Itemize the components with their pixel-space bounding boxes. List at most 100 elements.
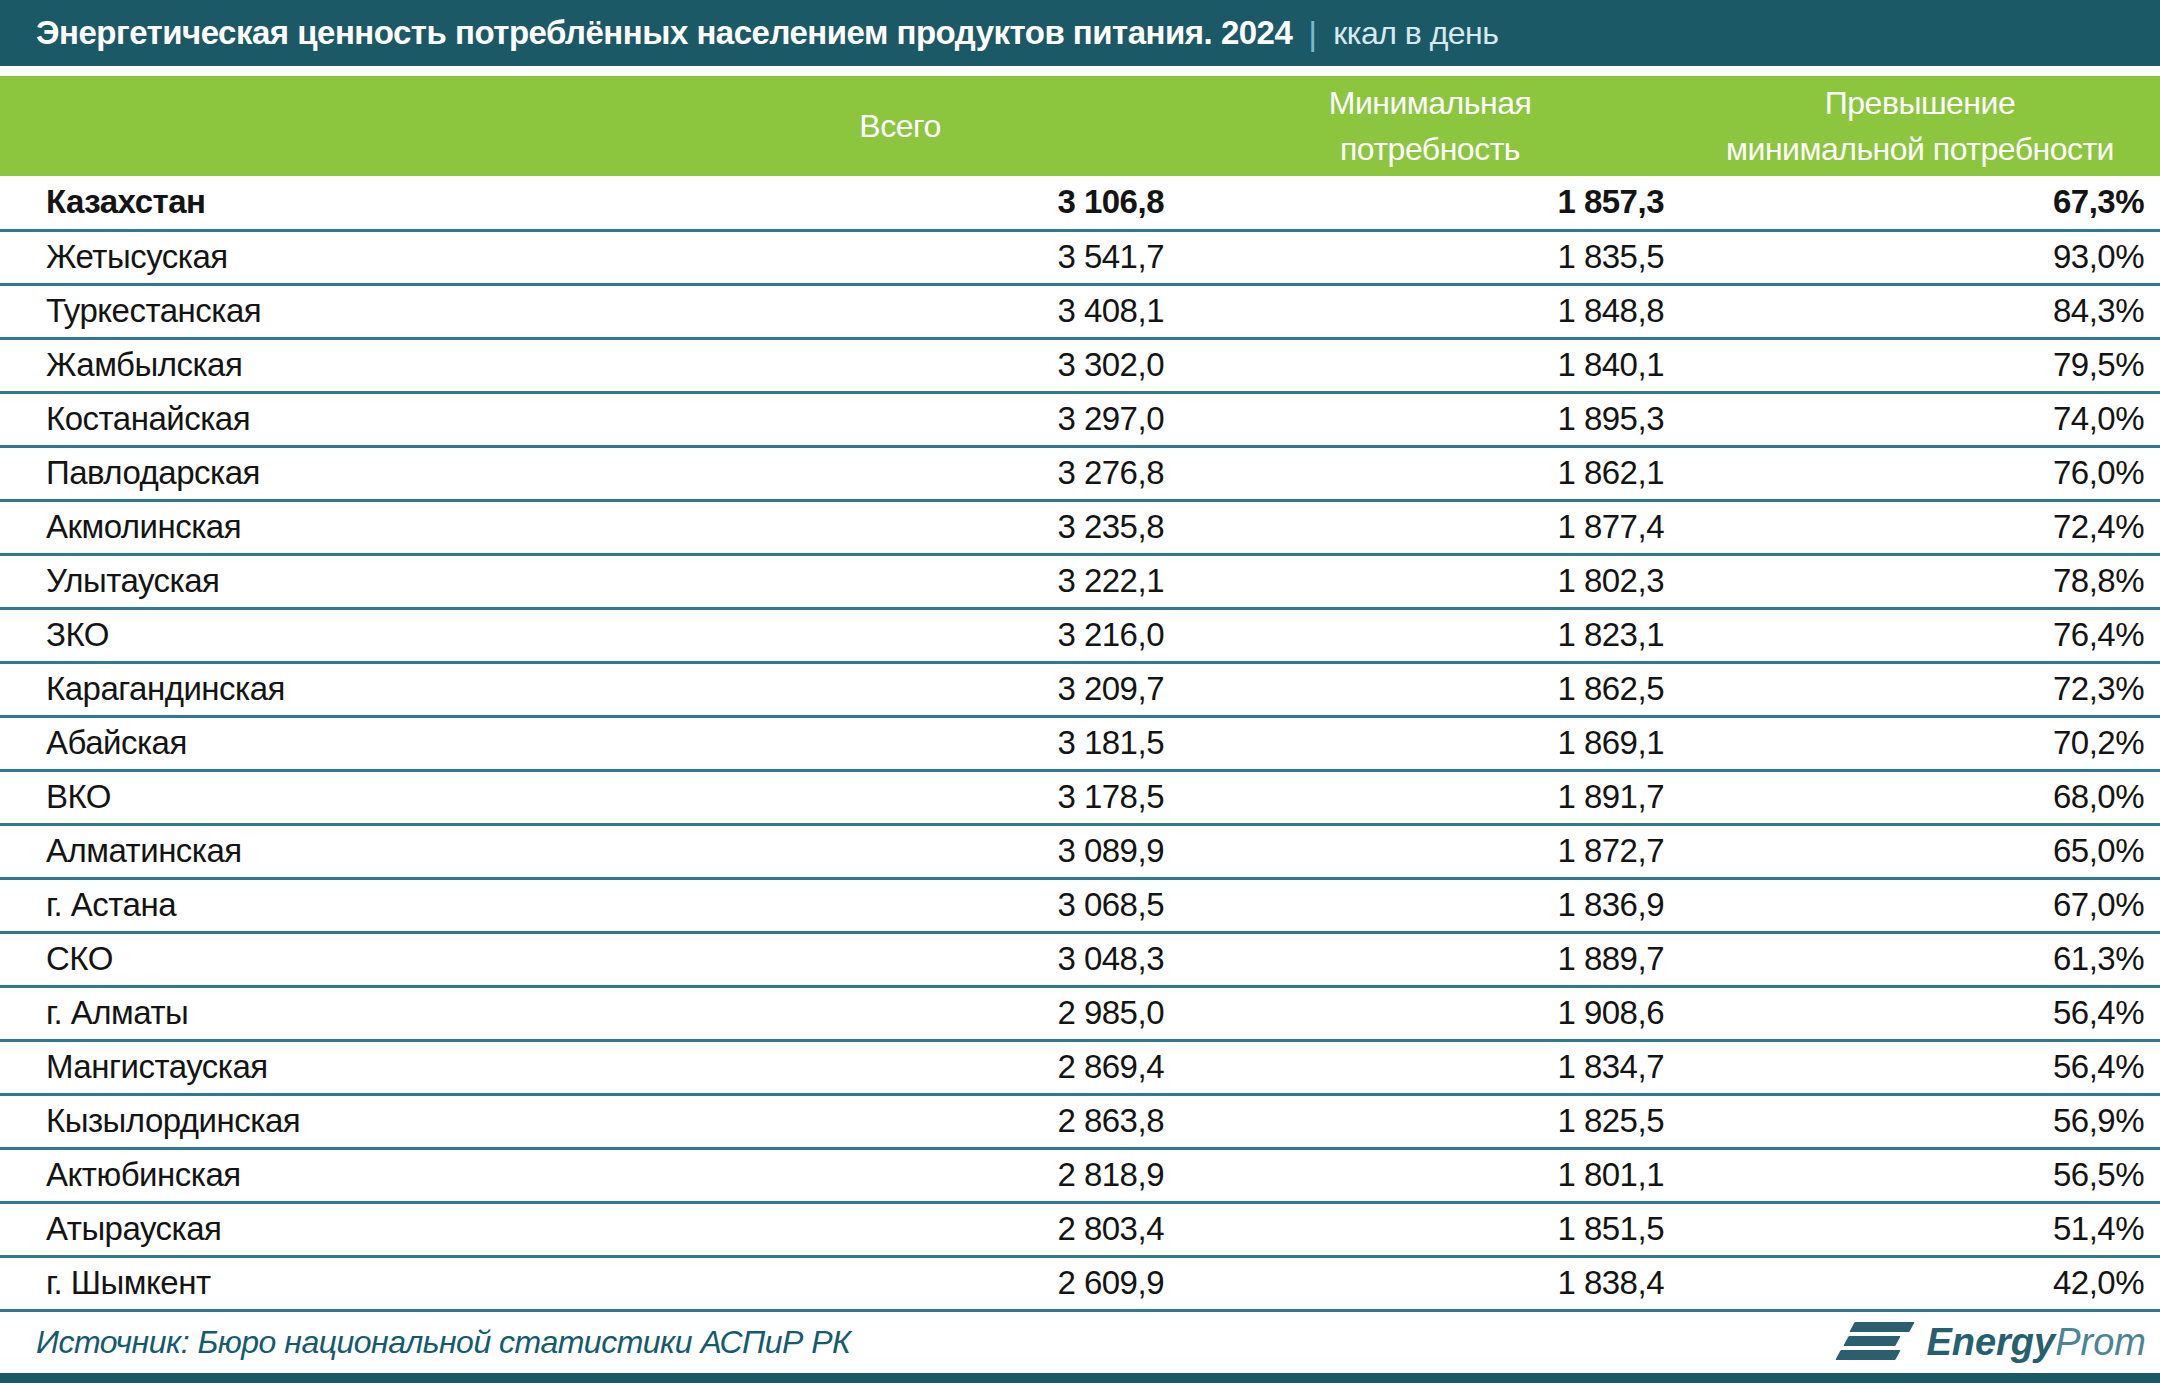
min-need-cell: 1 889,7 [1180, 932, 1680, 986]
table-row: Туркестанская3 408,11 848,884,3% [0, 284, 2160, 338]
region-cell: г. Алматы [0, 986, 620, 1040]
table-row: Мангистауская2 869,41 834,756,4% [0, 1040, 2160, 1094]
region-cell: г. Астана [0, 878, 620, 932]
total-cell: 3 235,8 [620, 500, 1180, 554]
page-title: Энергетическая ценность потреблённых нас… [36, 14, 1292, 52]
table-row: Атырауская2 803,41 851,551,4% [0, 1202, 2160, 1256]
total-cell: 3 302,0 [620, 338, 1180, 392]
total-cell: 2 869,4 [620, 1040, 1180, 1094]
total-cell: 3 297,0 [620, 392, 1180, 446]
excess-cell: 72,4% [1680, 500, 2160, 554]
region-cell: Жамбылская [0, 338, 620, 392]
excess-cell: 51,4% [1680, 1202, 2160, 1256]
table-row: Костанайская3 297,01 895,374,0% [0, 392, 2160, 446]
region-cell: СКО [0, 932, 620, 986]
excess-cell: 56,5% [1680, 1148, 2160, 1202]
region-cell: Атырауская [0, 1202, 620, 1256]
total-cell: 2 803,4 [620, 1202, 1180, 1256]
total-cell: 3 216,0 [620, 608, 1180, 662]
title-unit: ккал в день [1333, 15, 1498, 52]
excess-cell: 56,9% [1680, 1094, 2160, 1148]
energyprom-logo: EnergyProm [1838, 1321, 2146, 1364]
logo-prom-word: Prom [2055, 1321, 2146, 1363]
excess-cell: 79,5% [1680, 338, 2160, 392]
min-need-cell: 1 836,9 [1180, 878, 1680, 932]
table-body: Казахстан3 106,81 857,367,3%Жетысуская3 … [0, 176, 2160, 1310]
min-need-cell: 1 838,4 [1180, 1256, 1680, 1310]
total-cell: 3 068,5 [620, 878, 1180, 932]
region-cell: ЗКО [0, 608, 620, 662]
table-row: г. Астана3 068,51 836,967,0% [0, 878, 2160, 932]
total-cell: 2 609,9 [620, 1256, 1180, 1310]
table-row: Карагандинская3 209,71 862,572,3% [0, 662, 2160, 716]
region-cell: Казахстан [0, 176, 620, 230]
total-cell: 3 181,5 [620, 716, 1180, 770]
infographic-page: Энергетическая ценность потреблённых нас… [0, 0, 2160, 1383]
total-cell: 3 541,7 [620, 230, 1180, 284]
footer: Источник: Бюро национальной статистики А… [0, 1312, 2160, 1373]
excess-cell: 61,3% [1680, 932, 2160, 986]
region-cell: Мангистауская [0, 1040, 620, 1094]
min-need-cell: 1 801,1 [1180, 1148, 1680, 1202]
min-need-cell: 1 823,1 [1180, 608, 1680, 662]
excess-cell: 42,0% [1680, 1256, 2160, 1310]
table-row: Акмолинская3 235,81 877,472,4% [0, 500, 2160, 554]
total-cell: 3 408,1 [620, 284, 1180, 338]
table-row: Абайская3 181,51 869,170,2% [0, 716, 2160, 770]
column-header-excess: Превышениеминимальной потребности [1680, 76, 2160, 176]
region-cell: Актюбинская [0, 1148, 620, 1202]
total-cell: 3 048,3 [620, 932, 1180, 986]
region-cell: Акмолинская [0, 500, 620, 554]
excess-cell: 76,4% [1680, 608, 2160, 662]
min-need-cell: 1 802,3 [1180, 554, 1680, 608]
total-cell: 3 222,1 [620, 554, 1180, 608]
table-row: Алматинская3 089,91 872,765,0% [0, 824, 2160, 878]
column-header-region [0, 76, 620, 176]
title-separator: | [1292, 14, 1333, 53]
region-cell: Кызылординская [0, 1094, 620, 1148]
column-header-total: Всего [620, 76, 1180, 176]
table-row: г. Алматы2 985,01 908,656,4% [0, 986, 2160, 1040]
excess-cell: 56,4% [1680, 1040, 2160, 1094]
table-row: Кызылординская2 863,81 825,556,9% [0, 1094, 2160, 1148]
title-bar: Энергетическая ценность потреблённых нас… [0, 0, 2160, 66]
region-cell: ВКО [0, 770, 620, 824]
total-cell: 2 863,8 [620, 1094, 1180, 1148]
min-need-cell: 1 857,3 [1180, 176, 1680, 230]
region-cell: Алматинская [0, 824, 620, 878]
min-need-cell: 1 825,5 [1180, 1094, 1680, 1148]
energy-value-table: ВсегоМинимальнаяпотребностьПревышениемин… [0, 76, 2160, 1312]
table-row: СКО3 048,31 889,761,3% [0, 932, 2160, 986]
total-cell: 3 089,9 [620, 824, 1180, 878]
excess-cell: 76,0% [1680, 446, 2160, 500]
min-need-cell: 1 895,3 [1180, 392, 1680, 446]
region-cell: Улытауская [0, 554, 620, 608]
min-need-cell: 1 891,7 [1180, 770, 1680, 824]
excess-cell: 84,3% [1680, 284, 2160, 338]
title-gap-divider [0, 66, 2160, 76]
excess-cell: 56,4% [1680, 986, 2160, 1040]
table-header: ВсегоМинимальнаяпотребностьПревышениемин… [0, 76, 2160, 176]
logo-energy-word: Energy [1926, 1321, 2055, 1363]
min-need-cell: 1 851,5 [1180, 1202, 1680, 1256]
min-need-cell: 1 862,5 [1180, 662, 1680, 716]
min-need-cell: 1 862,1 [1180, 446, 1680, 500]
total-cell: 2 818,9 [620, 1148, 1180, 1202]
table-row: Улытауская3 222,11 802,378,8% [0, 554, 2160, 608]
total-cell: 2 985,0 [620, 986, 1180, 1040]
total-cell: 3 209,7 [620, 662, 1180, 716]
bottom-accent-bar [0, 1373, 2160, 1383]
table-row: г. Шымкент2 609,91 838,442,0% [0, 1256, 2160, 1310]
min-need-cell: 1 840,1 [1180, 338, 1680, 392]
excess-cell: 68,0% [1680, 770, 2160, 824]
min-need-cell: 1 869,1 [1180, 716, 1680, 770]
table-row: Павлодарская3 276,81 862,176,0% [0, 446, 2160, 500]
min-need-cell: 1 908,6 [1180, 986, 1680, 1040]
excess-cell: 72,3% [1680, 662, 2160, 716]
total-cell: 3 276,8 [620, 446, 1180, 500]
excess-cell: 93,0% [1680, 230, 2160, 284]
excess-cell: 70,2% [1680, 716, 2160, 770]
region-cell: Жетысуская [0, 230, 620, 284]
region-cell: Абайская [0, 716, 620, 770]
excess-cell: 65,0% [1680, 824, 2160, 878]
